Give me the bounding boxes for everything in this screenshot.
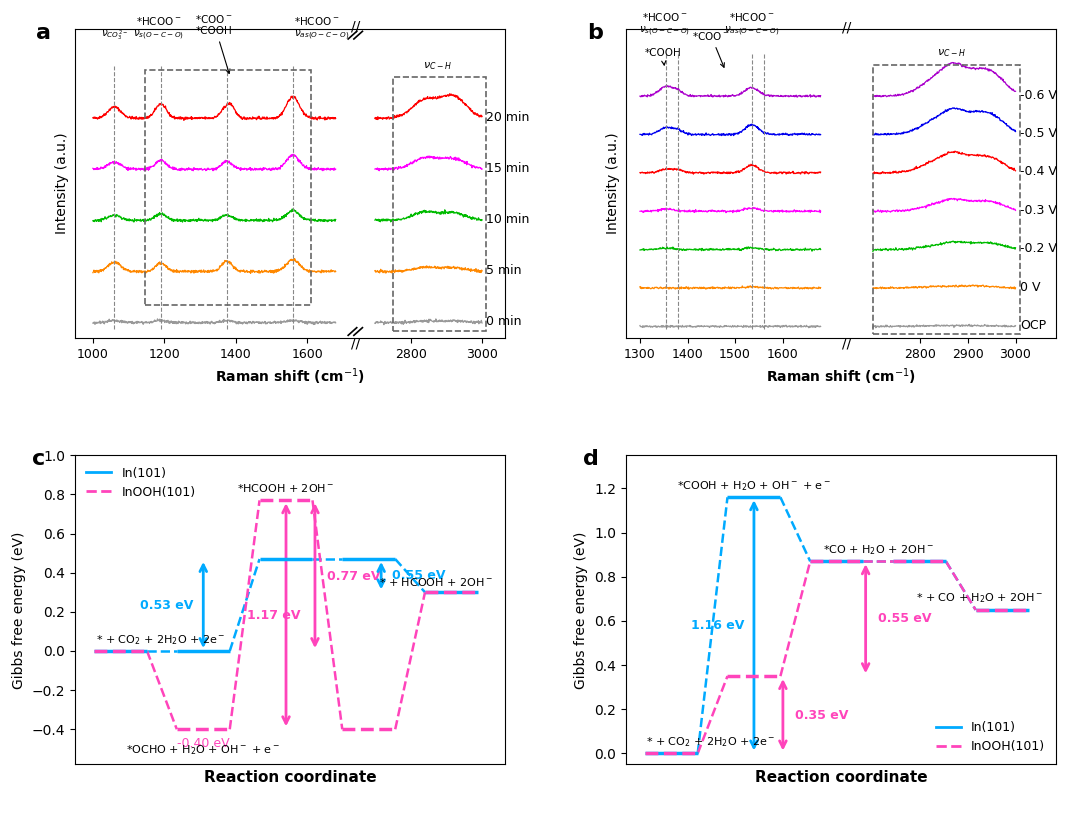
Y-axis label: Intensity (a.u.): Intensity (a.u.)	[56, 132, 70, 234]
X-axis label: Raman shift (cm$^{-1}$): Raman shift (cm$^{-1}$)	[215, 366, 366, 387]
Text: *OCHO + H$_2$O + OH$^-$ + e$^-$: *OCHO + H$_2$O + OH$^-$ + e$^-$	[126, 743, 280, 756]
Text: 0.55 eV: 0.55 eV	[392, 569, 445, 582]
Text: 0.77 eV: 0.77 eV	[327, 570, 381, 583]
Text: *HCOO$^-$
$\nu_{as(O-C-O)}$: *HCOO$^-$ $\nu_{as(O-C-O)}$	[294, 15, 348, 42]
Text: c: c	[32, 449, 45, 469]
Text: 0.55 eV: 0.55 eV	[878, 612, 932, 626]
Text: -0.6 V: -0.6 V	[1021, 89, 1057, 102]
Text: 0 V: 0 V	[1021, 280, 1041, 293]
Text: *HCOOH + 2OH$^-$: *HCOOH + 2OH$^-$	[237, 483, 334, 495]
Text: 10 min: 10 min	[486, 213, 528, 226]
Text: 0.53 eV: 0.53 eV	[140, 599, 193, 612]
Text: //: //	[351, 20, 360, 34]
Text: $\nu_{CO_3^{2-}}$: $\nu_{CO_3^{2-}}$	[101, 28, 128, 42]
Text: 15 min: 15 min	[486, 162, 528, 175]
Text: -0.3 V: -0.3 V	[1021, 204, 1057, 217]
Text: *CO + H$_2$O + 2OH$^-$: *CO + H$_2$O + 2OH$^-$	[822, 543, 934, 557]
X-axis label: Raman shift (cm$^{-1}$): Raman shift (cm$^{-1}$)	[765, 366, 915, 387]
Text: b: b	[587, 22, 602, 43]
Text: 1.17 eV: 1.17 eV	[247, 609, 300, 622]
Text: 5 min: 5 min	[486, 264, 521, 277]
Y-axis label: Gibbs free energy (eV): Gibbs free energy (eV)	[575, 531, 589, 689]
Y-axis label: Gibbs free energy (eV): Gibbs free energy (eV)	[12, 531, 26, 689]
Text: a: a	[36, 22, 51, 43]
Text: -0.5 V: -0.5 V	[1021, 127, 1057, 140]
Text: *HCOO$^-$
$\nu_{as(O-C-O)}$: *HCOO$^-$ $\nu_{as(O-C-O)}$	[724, 12, 779, 39]
X-axis label: Reaction coordinate: Reaction coordinate	[204, 770, 376, 785]
Text: $\nu_{C-H}$: $\nu_{C-H}$	[423, 60, 451, 72]
Text: *HCOO$^-$
$\nu_{s(O-C-O)}$: *HCOO$^-$ $\nu_{s(O-C-O)}$	[134, 15, 184, 42]
Text: * + HCOOH + 2OH$^-$: * + HCOOH + 2OH$^-$	[379, 576, 493, 589]
Text: *COOH + H$_2$O + OH$^-$ + e$^-$: *COOH + H$_2$O + OH$^-$ + e$^-$	[676, 479, 831, 493]
Text: * + CO + H$_2$O + 2OH$^-$: * + CO + H$_2$O + 2OH$^-$	[917, 592, 1043, 606]
Text: -0.4 V: -0.4 V	[1021, 165, 1057, 178]
Text: -0.40 eV: -0.40 eV	[177, 737, 229, 750]
Text: * + CO$_2$ + 2H$_2$O + 2e$^-$: * + CO$_2$ + 2H$_2$O + 2e$^-$	[95, 633, 225, 647]
Text: * + CO$_2$ + 2H$_2$O + 2e$^-$: * + CO$_2$ + 2H$_2$O + 2e$^-$	[646, 735, 776, 749]
Text: $\nu_{C-H}$: $\nu_{C-H}$	[937, 48, 966, 59]
Legend: In(101), InOOH(101): In(101), InOOH(101)	[930, 716, 1049, 758]
Legend: In(101), InOOH(101): In(101), InOOH(101)	[81, 462, 200, 504]
Text: *COO$^-$
*COOH: *COO$^-$ *COOH	[195, 13, 233, 73]
Text: //: //	[843, 337, 851, 351]
Text: d: d	[583, 449, 598, 469]
Text: *COOH: *COOH	[644, 48, 681, 65]
Text: 0.35 eV: 0.35 eV	[795, 709, 849, 723]
Text: *HCOO$^-$
$\nu_{s(O-C-O)}$: *HCOO$^-$ $\nu_{s(O-C-O)}$	[639, 12, 690, 39]
Text: //: //	[843, 21, 851, 35]
X-axis label: Reaction coordinate: Reaction coordinate	[755, 770, 927, 785]
Text: -0.2 V: -0.2 V	[1021, 242, 1057, 256]
Text: //: //	[351, 336, 360, 350]
Y-axis label: Intensity (a.u.): Intensity (a.u.)	[606, 132, 621, 234]
Text: 1.16 eV: 1.16 eV	[690, 619, 744, 632]
Text: 20 min: 20 min	[486, 111, 528, 123]
Text: 0 min: 0 min	[486, 315, 521, 328]
Text: OCP: OCP	[1021, 319, 1046, 332]
Text: *COO$^-$: *COO$^-$	[693, 30, 730, 67]
